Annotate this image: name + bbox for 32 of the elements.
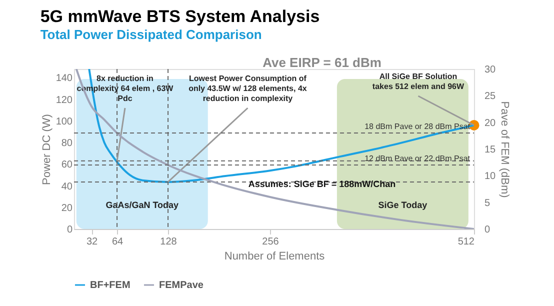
annotation: All SiGe BF Solution takes 512 elem and 96W: [372, 72, 464, 91]
y2-tick-label: 30: [484, 64, 496, 76]
y2-tick-label: 15: [484, 144, 496, 156]
y2-tick-label: 25: [484, 91, 496, 102]
x-tick-label: 128: [160, 236, 178, 248]
x-tick-label: 256: [262, 236, 280, 248]
y2-tick-label: 10: [484, 171, 496, 182]
band-label: SiGe Today: [378, 200, 428, 210]
legend-label: FEMPave: [159, 280, 204, 291]
y2-tick-label: 5: [484, 198, 490, 209]
y2-tick-label: 20: [484, 118, 496, 129]
chart-subtitle: Total Power Dissipated Comparison: [40, 27, 262, 42]
chart-title: 5G mmWave BTS System Analysis: [40, 7, 320, 26]
legend-label: BF+FEM: [90, 280, 130, 291]
x-axis-title: Number of Elements: [224, 250, 326, 262]
y2-axis-title: Pave of FEM (dBm): [498, 101, 511, 198]
y-axis-title: Power DC (W): [40, 114, 53, 185]
annotation: Lowest Power Consumption of only 43.5W w/ 128 elements, 4x reduction in complexity: [188, 74, 308, 103]
y-tick-label: 40: [61, 181, 73, 192]
y-tick-label: 120: [56, 94, 73, 106]
y-tick-label: 20: [61, 202, 73, 214]
x-tick-label: 512: [458, 236, 475, 248]
y2-tick-label: 0: [484, 224, 490, 236]
y-tick-label: 140: [56, 73, 73, 84]
band-label: GaAs/GaN Today: [106, 200, 179, 210]
y-tick-label: 100: [56, 116, 73, 128]
y-tick-label: 60: [61, 160, 73, 171]
y-tick-label: 80: [61, 138, 73, 150]
x-tick-label: 32: [86, 236, 98, 248]
y-tick-label: 0: [66, 224, 73, 236]
annotation: Ave EIRP = 61 dBm: [262, 55, 382, 70]
x-tick-label: 64: [112, 236, 124, 248]
